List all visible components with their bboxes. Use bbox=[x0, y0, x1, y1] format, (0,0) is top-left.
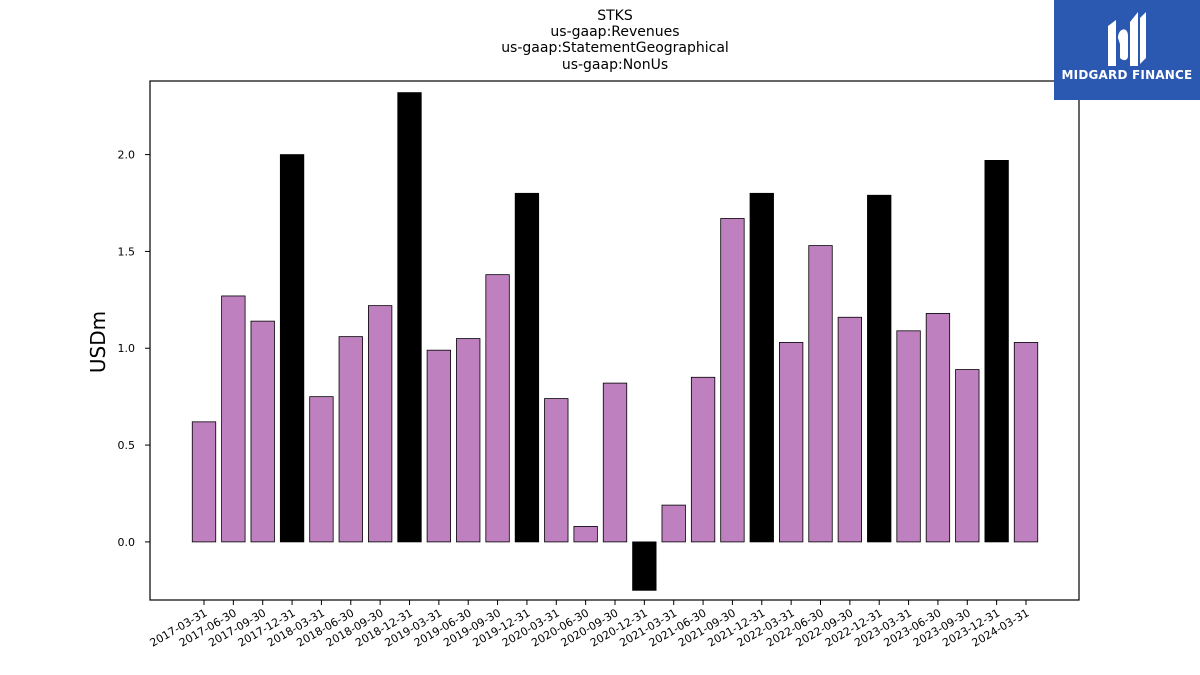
bar-2020-12-31 bbox=[632, 541, 657, 591]
bar-2023-03-31 bbox=[896, 330, 921, 543]
bar-2017-09-30 bbox=[250, 320, 275, 543]
bar-2019-06-30 bbox=[456, 338, 481, 543]
y-tick-label: 0.0 bbox=[118, 536, 136, 549]
title-line-1: STKS bbox=[597, 8, 633, 24]
plot-frame bbox=[149, 80, 1080, 601]
bar-2018-06-30 bbox=[338, 336, 363, 543]
bar-2022-09-30 bbox=[837, 316, 862, 543]
bar-2022-12-31 bbox=[867, 194, 892, 543]
bar-2021-12-31 bbox=[749, 192, 774, 543]
y-axis-label: USDm bbox=[86, 311, 110, 373]
y-tick-label: 1.0 bbox=[118, 342, 136, 355]
bar-2018-12-31 bbox=[397, 92, 422, 543]
bar-2020-06-30 bbox=[573, 526, 598, 543]
y-axis: 0.0 0.5 1.0 1.5 2.0 bbox=[118, 149, 150, 549]
bars-group bbox=[191, 92, 1039, 591]
y-tick-label: 1.5 bbox=[118, 245, 136, 258]
bar-2023-06-30 bbox=[925, 312, 951, 543]
logo-mark-icon bbox=[1108, 12, 1146, 66]
bar-2023-12-31 bbox=[984, 159, 1009, 543]
bar-2020-09-30 bbox=[602, 382, 628, 543]
bar-2017-06-30 bbox=[221, 295, 246, 543]
bar-2022-06-30 bbox=[808, 245, 833, 543]
bar-2017-12-31 bbox=[279, 154, 305, 543]
bar-2019-03-31 bbox=[426, 349, 451, 543]
x-axis: 2017-03-312017-06-302017-09-302017-12-31… bbox=[148, 600, 1032, 650]
bar-2024-03-31 bbox=[1013, 342, 1039, 543]
title-line-2: us-gaap:Revenues bbox=[550, 24, 679, 40]
bar-2019-09-30 bbox=[485, 274, 510, 543]
bar-2018-09-30 bbox=[367, 305, 393, 543]
bar-2019-12-31 bbox=[514, 192, 540, 543]
logo-text: MIDGARD FINANCE bbox=[1061, 68, 1193, 82]
brand-logo: MIDGARD FINANCE bbox=[1054, 0, 1200, 100]
title-line-4: us-gaap:NonUs bbox=[562, 57, 668, 73]
bar-2017-03-31 bbox=[191, 421, 217, 543]
bar-2021-09-30 bbox=[720, 218, 745, 543]
bar-2021-06-30 bbox=[690, 376, 716, 543]
bar-2022-03-31 bbox=[779, 342, 804, 543]
bar-2021-03-31 bbox=[661, 504, 686, 543]
title-line-3: us-gaap:StatementGeographical bbox=[501, 40, 729, 56]
y-tick-label: 2.0 bbox=[118, 149, 136, 162]
bar-2023-09-30 bbox=[955, 369, 980, 543]
y-tick-label: 0.5 bbox=[118, 439, 136, 452]
bar-2020-03-31 bbox=[544, 398, 569, 543]
bar-2018-03-31 bbox=[309, 396, 334, 543]
chart-title: STKS us-gaap:Revenues us-gaap:StatementG… bbox=[501, 8, 729, 73]
